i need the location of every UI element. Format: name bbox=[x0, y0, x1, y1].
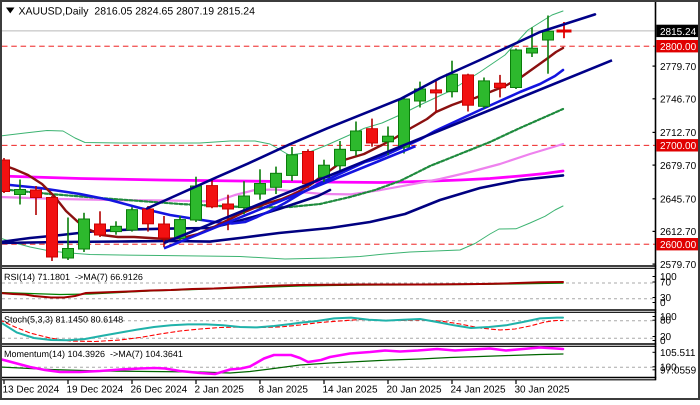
svg-text:Momentum(14) 104.3926 ->MA(7): Momentum(14) 104.3926 ->MA(7) 104.3641 bbox=[4, 349, 183, 359]
svg-text:2600.00: 2600.00 bbox=[660, 240, 697, 251]
svg-text:80: 80 bbox=[660, 316, 672, 327]
svg-text:0: 0 bbox=[660, 298, 666, 309]
svg-text:2800.00: 2800.00 bbox=[660, 42, 697, 53]
svg-text:97.0559: 97.0559 bbox=[660, 365, 697, 376]
svg-text:2746.70: 2746.70 bbox=[660, 95, 697, 106]
svg-text:2612.70: 2612.70 bbox=[660, 227, 697, 238]
svg-text:2679.70: 2679.70 bbox=[660, 161, 697, 172]
svg-text:2712.70: 2712.70 bbox=[660, 128, 697, 139]
svg-text:105.511: 105.511 bbox=[660, 348, 696, 359]
svg-text:Stoch(5,3,3) 81.1450 80.6148: Stoch(5,3,3) 81.1450 80.6148 bbox=[4, 315, 123, 325]
svg-text:2579.70: 2579.70 bbox=[660, 260, 697, 271]
svg-text:20 Jan 2025: 20 Jan 2025 bbox=[387, 385, 442, 396]
svg-text:8 Jan 2025: 8 Jan 2025 bbox=[259, 385, 309, 396]
svg-text:24 Jan 2025: 24 Jan 2025 bbox=[451, 385, 506, 396]
svg-text:70: 70 bbox=[660, 278, 672, 289]
svg-text:2700.00: 2700.00 bbox=[660, 141, 697, 152]
svg-text:XAUUSD,Daily 2816.05 2824.65: XAUUSD,Daily 2816.05 2824.65 2807.19 281… bbox=[19, 6, 256, 18]
svg-text:2779.70: 2779.70 bbox=[660, 62, 697, 73]
svg-text:2 Jan 2025: 2 Jan 2025 bbox=[195, 385, 245, 396]
svg-text:0: 0 bbox=[660, 336, 666, 347]
svg-text:30 Jan 2025: 30 Jan 2025 bbox=[515, 385, 570, 396]
svg-text:RSI(14) 71.1801 ->MA(7) 66.91: RSI(14) 71.1801 ->MA(7) 66.9126 bbox=[4, 272, 143, 282]
svg-text:2815.24: 2815.24 bbox=[660, 27, 697, 38]
svg-text:14 Jan 2025: 14 Jan 2025 bbox=[323, 385, 378, 396]
svg-text:13 Dec 2024: 13 Dec 2024 bbox=[3, 385, 60, 396]
svg-text:2645.70: 2645.70 bbox=[660, 195, 697, 206]
svg-text:19 Dec 2024: 19 Dec 2024 bbox=[67, 385, 124, 396]
svg-text:26 Dec 2024: 26 Dec 2024 bbox=[131, 385, 188, 396]
